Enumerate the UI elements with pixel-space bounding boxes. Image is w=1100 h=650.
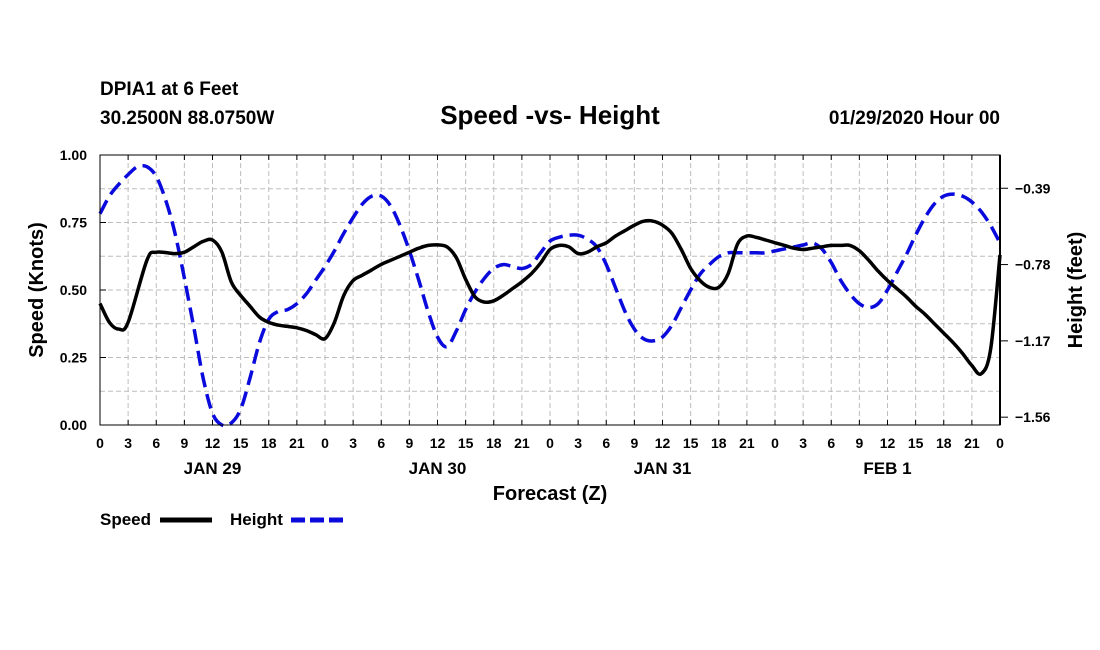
x-tick-label: 21: [289, 435, 305, 451]
legend-height-label: Height: [230, 510, 283, 529]
x-tick-label: 18: [936, 435, 952, 451]
x-tick-label: 15: [458, 435, 474, 451]
x-tick-label: 9: [630, 435, 638, 451]
x-tick-label: 21: [514, 435, 530, 451]
x-tick-label: 0: [546, 435, 554, 451]
x-tick-label: 12: [205, 435, 221, 451]
x-day-label: JAN 29: [184, 459, 242, 478]
x-tick-label: 6: [827, 435, 835, 451]
x-tick-label: 21: [964, 435, 980, 451]
y2-axis-title: Height (feet): [1065, 232, 1087, 349]
data-series: [98, 163, 1002, 428]
x-tick-label: 0: [771, 435, 779, 451]
x-day-label: JAN 30: [409, 459, 467, 478]
chart-title: Speed -vs- Height: [440, 100, 660, 130]
legend: Speed Height: [100, 510, 343, 529]
x-day-label: JAN 31: [634, 459, 692, 478]
station-label: DPIA1 at 6 Feet: [100, 79, 239, 100]
x-tick-label: 6: [152, 435, 160, 451]
grid: [100, 155, 1000, 425]
y2-tick-label: −0.78: [1015, 257, 1051, 273]
x-tick-label: 15: [908, 435, 924, 451]
y-tick-label: 0.00: [60, 417, 87, 433]
axes: 0 3 6 9 12 15 18 21 0 3 6 9 12 15 18 21 0 3 6 9 12 15 18 21 0 3 6 9…: [60, 147, 1051, 478]
x-tick-label: 12: [880, 435, 896, 451]
speed-line: [98, 218, 1002, 376]
x-tick-label: 18: [261, 435, 277, 451]
x-tick-label: 3: [349, 435, 357, 451]
x-tick-label: 0: [321, 435, 329, 451]
x-tick-label: 12: [430, 435, 446, 451]
x-tick-label: 0: [996, 435, 1004, 451]
y-tick-label: 0.75: [60, 215, 87, 231]
x-tick-label: 15: [233, 435, 249, 451]
y2-tick-label: −1.56: [1015, 409, 1051, 425]
legend-speed-label: Speed: [100, 510, 151, 529]
run-time-label: 01/29/2020 Hour 00: [829, 108, 1000, 129]
y-tick-label: 0.25: [60, 350, 87, 366]
x-tick-label: 12: [655, 435, 671, 451]
y-axis-title: Speed (Knots): [26, 222, 48, 358]
x-tick-label: 15: [683, 435, 699, 451]
x-tick-label: 0: [96, 435, 104, 451]
y2-tick-label: −1.17: [1015, 333, 1051, 349]
x-tick-label: 3: [574, 435, 582, 451]
x-tick-label: 21: [739, 435, 755, 451]
height-line: [98, 163, 1002, 428]
x-axis-title: Forecast (Z): [493, 483, 607, 505]
x-tick-label: 3: [124, 435, 132, 451]
y-tick-label: 1.00: [60, 147, 87, 163]
x-day-label: FEB 1: [863, 459, 911, 478]
x-tick-label: 18: [486, 435, 502, 451]
x-tick-label: 6: [602, 435, 610, 451]
x-tick-label: 3: [799, 435, 807, 451]
x-tick-label: 18: [711, 435, 727, 451]
x-tick-label: 9: [405, 435, 413, 451]
location-label: 30.2500N 88.0750W: [100, 108, 274, 129]
x-tick-label: 9: [855, 435, 863, 451]
y2-tick-label: −0.39: [1015, 180, 1051, 196]
x-tick-label: 9: [180, 435, 188, 451]
x-tick-label: 6: [377, 435, 385, 451]
y-tick-label: 0.50: [60, 282, 87, 298]
